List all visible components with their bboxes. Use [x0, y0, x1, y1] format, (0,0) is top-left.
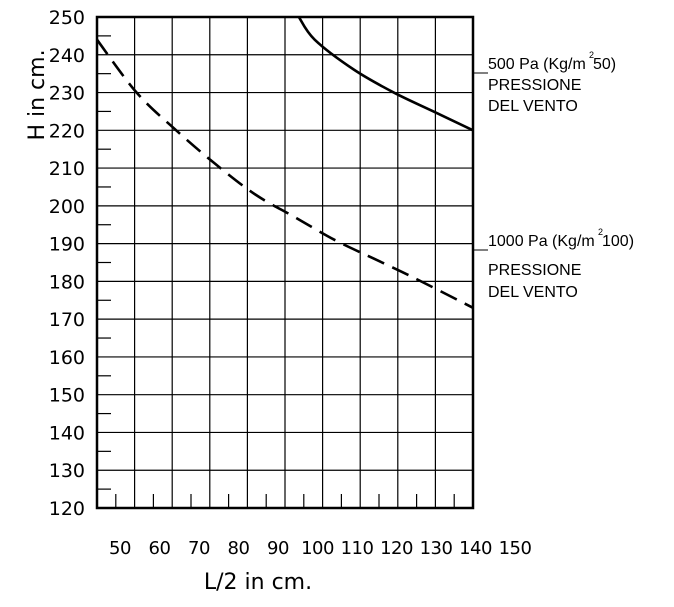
y-axis-title: H in cm. — [25, 49, 50, 140]
x-tick-label-120: 120 — [380, 538, 413, 559]
x-tick-label-70: 70 — [188, 538, 210, 559]
x-tick-label-130: 130 — [420, 538, 453, 559]
series-label-1000pa-line2: PRESSIONE — [488, 262, 581, 279]
x-tick-label-100: 100 — [301, 538, 334, 559]
series-label-500pa: 500 Pa (Kg/m 2 50) PRESSIONE DEL VENTO — [474, 50, 616, 115]
series-label-1000pa-line3: DEL VENTO — [488, 284, 578, 301]
series-line-1 — [95, 38, 474, 309]
minor-ticks — [97, 35, 455, 508]
y-tick-label-210: 210 — [49, 158, 85, 180]
y-tick-label-250: 250 — [49, 7, 85, 29]
series-label-1000pa: 1000 Pa (Kg/m 2 100) PRESSIONE DEL VENTO — [474, 227, 634, 301]
plot-frame — [95, 15, 475, 510]
y-tick-label-140: 140 — [49, 422, 85, 444]
series-label-500pa-line1: 500 Pa (Kg/m — [488, 56, 586, 73]
y-tick-label-240: 240 — [49, 45, 85, 67]
x-tick-label-90: 90 — [267, 538, 289, 559]
series-lines — [95, 16, 474, 309]
series-label-1000pa-superscript: 2 — [598, 227, 603, 237]
y-tick-label-230: 230 — [49, 83, 85, 105]
series-label-1000pa-line1-end: 100) — [602, 233, 634, 250]
y-tick-label-190: 190 — [49, 234, 85, 256]
y-tick-label-200: 200 — [49, 196, 85, 218]
series-line-0 — [297, 16, 474, 132]
y-tick-label-170: 170 — [49, 309, 85, 331]
series-label-500pa-line2: PRESSIONE — [488, 77, 581, 94]
y-tick-label-150: 150 — [49, 385, 85, 407]
y-tick-label-220: 220 — [49, 120, 85, 142]
x-tick-label-50: 50 — [109, 538, 131, 559]
series-label-1000pa-line1: 1000 Pa (Kg/m — [488, 233, 595, 250]
x-tick-label-110: 110 — [341, 538, 374, 559]
series-label-500pa-superscript: 2 — [589, 50, 594, 60]
y-tick-label-130: 130 — [49, 460, 85, 482]
x-tick-label-80: 80 — [228, 538, 250, 559]
x-tick-labels: 50 60 70 80 90 100 110 120 130 140 150 — [109, 538, 532, 559]
y-tick-label-180: 180 — [49, 271, 85, 293]
x-tick-label-60: 60 — [149, 538, 171, 559]
x-tick-label-150: 150 — [499, 538, 532, 559]
y-tick-labels: 120 130 140 150 160 170 180 190 200 210 220 230 240 2… — [49, 7, 85, 520]
series-label-500pa-line1-end: 50) — [593, 56, 616, 73]
y-tick-label-120: 120 — [49, 498, 85, 520]
y-tick-label-160: 160 — [49, 347, 85, 369]
grid — [97, 16, 473, 509]
series-label-500pa-line3: DEL VENTO — [488, 98, 578, 115]
x-axis-title: L/2 in cm. — [204, 570, 312, 595]
x-tick-label-140: 140 — [459, 538, 492, 559]
